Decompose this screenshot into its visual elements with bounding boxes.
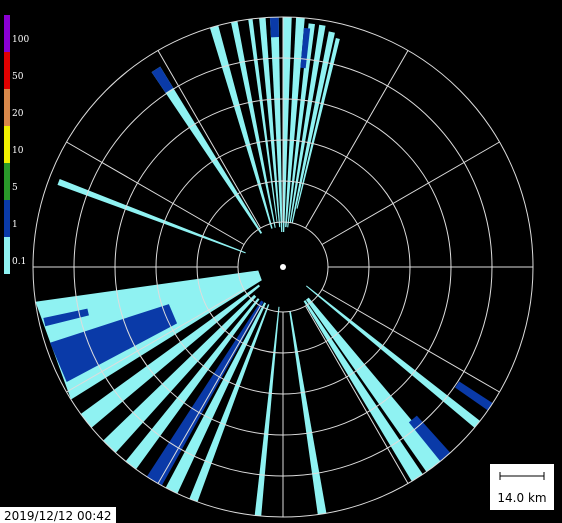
radar-display: 100 50 20 10 5 1 0.1 — [0, 0, 562, 523]
legend-label: 10 — [12, 146, 24, 156]
legend-swatch — [4, 126, 10, 163]
legend-label: 0.1 — [12, 257, 26, 267]
timestamp: 2019/12/12 00:42 — [0, 507, 116, 523]
legend-label: 1 — [12, 220, 18, 230]
legend-swatch — [4, 52, 10, 89]
legend-label: 5 — [12, 183, 18, 193]
scale-label: 14.0 km — [490, 491, 554, 505]
legend-label: 100 — [12, 35, 29, 45]
radar-site — [280, 264, 286, 270]
radar-view: 100 50 20 10 5 1 0.1 14.0 km 2019/12/12 00:42 — [0, 0, 562, 523]
legend-swatch — [4, 200, 10, 237]
echo — [255, 307, 280, 516]
legend-label: 50 — [12, 72, 24, 82]
echo — [152, 67, 263, 234]
echo — [270, 17, 279, 37]
scale-line — [490, 464, 554, 484]
legend-swatch — [4, 15, 10, 52]
legend-label: 20 — [12, 109, 24, 119]
legend-swatch — [4, 237, 10, 274]
echo — [304, 300, 423, 481]
legend-swatch — [4, 163, 10, 200]
scale-bar: 14.0 km — [490, 464, 554, 510]
echo — [306, 298, 444, 472]
echo — [57, 179, 245, 253]
legend-swatch — [4, 89, 10, 126]
echo — [289, 311, 326, 514]
